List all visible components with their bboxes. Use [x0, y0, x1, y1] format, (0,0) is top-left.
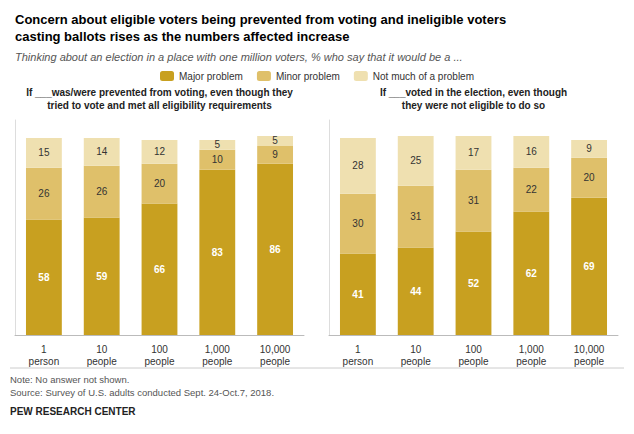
svg-text:tried to vote and met all elig: tried to vote and met all eligibility re… — [47, 100, 272, 111]
svg-text:16: 16 — [526, 146, 538, 157]
svg-text:Not much of a problem: Not much of a problem — [373, 71, 474, 82]
svg-text:10,000: 10,000 — [260, 344, 291, 355]
svg-text:100: 100 — [465, 344, 482, 355]
svg-text:1: 1 — [355, 344, 361, 355]
svg-text:20: 20 — [584, 172, 596, 183]
svg-text:86: 86 — [270, 244, 282, 255]
svg-text:22: 22 — [526, 184, 538, 195]
svg-text:person: person — [29, 356, 60, 367]
svg-text:1,000: 1,000 — [205, 344, 230, 355]
svg-text:26: 26 — [96, 186, 108, 197]
svg-text:44: 44 — [410, 286, 422, 297]
svg-text:5: 5 — [215, 139, 221, 150]
svg-text:26: 26 — [38, 188, 50, 199]
svg-text:20: 20 — [154, 178, 166, 189]
svg-text:41: 41 — [352, 289, 364, 300]
svg-text:Thinking about an election in: Thinking about an election in a place wi… — [15, 51, 463, 63]
svg-text:Minor problem: Minor problem — [276, 71, 340, 82]
svg-text:people: people — [574, 356, 604, 367]
svg-text:25: 25 — [410, 155, 422, 166]
svg-text:59: 59 — [96, 271, 108, 282]
svg-text:people: people — [260, 356, 290, 367]
svg-text:9: 9 — [272, 149, 278, 160]
svg-text:people: people — [87, 356, 117, 367]
svg-text:Concern about eligible voters: Concern about eligible voters being prev… — [15, 12, 506, 27]
svg-text:17: 17 — [468, 147, 480, 158]
svg-text:66: 66 — [154, 264, 166, 275]
svg-text:10,000: 10,000 — [574, 344, 605, 355]
svg-text:people: people — [458, 356, 488, 367]
svg-text:people: people — [202, 356, 232, 367]
svg-text:casting ballots rises as the n: casting ballots rises as the numbers aff… — [15, 29, 350, 44]
svg-text:person: person — [343, 356, 374, 367]
svg-text:If ___was/were prevented from: If ___was/were prevented from voting, ev… — [26, 87, 293, 98]
svg-text:28: 28 — [352, 160, 364, 171]
svg-text:14: 14 — [96, 146, 108, 157]
svg-text:10: 10 — [410, 344, 422, 355]
svg-text:100: 100 — [151, 344, 168, 355]
svg-text:people: people — [516, 356, 546, 367]
svg-text:1: 1 — [41, 344, 47, 355]
svg-text:10: 10 — [212, 154, 224, 165]
svg-text:people: people — [401, 356, 431, 367]
svg-text:12: 12 — [154, 146, 166, 157]
svg-text:people: people — [144, 356, 174, 367]
svg-text:1,000: 1,000 — [519, 344, 544, 355]
svg-text:PEW RESEARCH CENTER: PEW RESEARCH CENTER — [10, 406, 136, 417]
svg-text:9: 9 — [586, 143, 592, 154]
svg-text:31: 31 — [468, 195, 480, 206]
svg-text:Major problem: Major problem — [179, 71, 243, 82]
svg-text:5: 5 — [272, 135, 278, 146]
svg-text:69: 69 — [584, 261, 596, 272]
svg-text:10: 10 — [96, 344, 108, 355]
svg-text:31: 31 — [410, 211, 422, 222]
svg-text:62: 62 — [526, 268, 538, 279]
svg-text:Note: No answer not shown.: Note: No answer not shown. — [10, 374, 129, 385]
svg-text:If ___voted in the election, e: If ___voted in the election, even though — [380, 87, 567, 98]
svg-text:30: 30 — [352, 218, 364, 229]
svg-text:58: 58 — [38, 272, 50, 283]
svg-text:they were not eligible to do s: they were not eligible to do so — [402, 100, 545, 111]
svg-text:Source: Survey of U.S. adults: Source: Survey of U.S. adults conducted … — [10, 387, 274, 398]
svg-text:83: 83 — [212, 247, 224, 258]
svg-text:15: 15 — [38, 147, 50, 158]
svg-text:52: 52 — [468, 278, 480, 289]
